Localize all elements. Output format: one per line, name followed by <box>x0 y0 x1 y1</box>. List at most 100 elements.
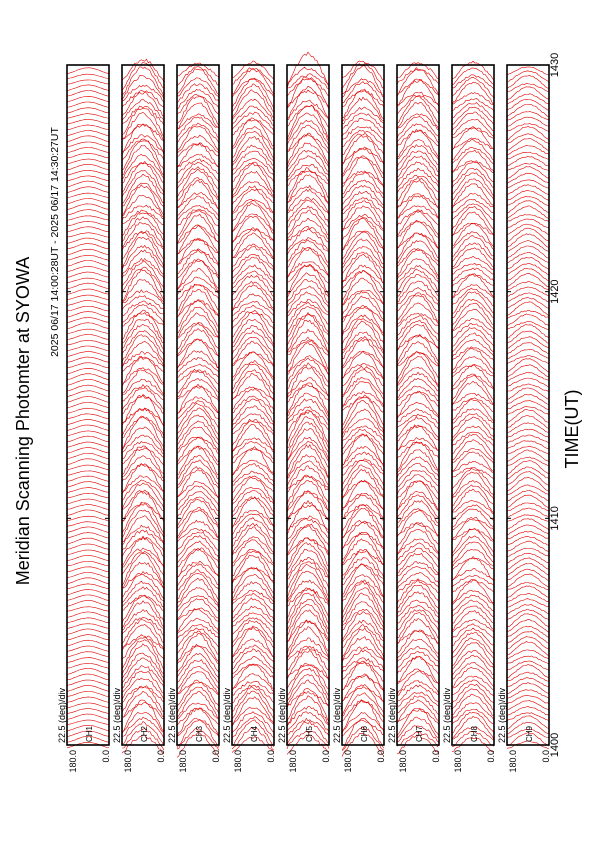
trace-line <box>396 220 440 239</box>
channel-label: CH3 <box>195 725 204 742</box>
trace-line <box>506 494 550 508</box>
trace-line <box>506 93 550 105</box>
trace-line <box>286 465 330 490</box>
trace-line <box>176 113 220 130</box>
trace-line <box>451 106 495 126</box>
trace-line <box>451 380 495 407</box>
trace-line <box>66 390 110 397</box>
trace-line <box>341 692 385 719</box>
trace-line <box>506 133 550 144</box>
trace-line <box>121 699 165 734</box>
trace-line <box>66 617 110 624</box>
panel: 180.0 0.0 CH1 22.5 (deg)/div <box>57 64 111 773</box>
trace-line <box>286 537 330 567</box>
trace-line <box>231 243 275 259</box>
trace-line <box>506 116 550 127</box>
trace-line <box>286 336 330 372</box>
trace-line <box>341 147 385 164</box>
trace-line <box>286 188 330 214</box>
trace-line <box>66 186 110 193</box>
trace-line <box>341 661 385 694</box>
trace-line <box>341 200 385 224</box>
trace-line <box>286 163 330 183</box>
trace-line <box>396 599 440 619</box>
trace-line <box>451 160 495 174</box>
trace-line <box>121 609 165 630</box>
trace-line <box>506 245 550 259</box>
trace-line <box>286 563 330 599</box>
trace-line <box>396 528 440 555</box>
trace-line <box>66 288 110 295</box>
panel-frame <box>451 64 495 746</box>
trace-line <box>341 381 385 408</box>
trace-line <box>341 390 385 408</box>
trace-line <box>121 154 165 181</box>
panel-frame <box>506 64 550 746</box>
trace-line <box>176 665 220 690</box>
trace-line <box>506 155 550 167</box>
trace-line <box>341 700 385 734</box>
trace-line <box>176 66 220 86</box>
trace-line <box>66 175 110 182</box>
trace-line <box>451 373 495 391</box>
trace-line <box>286 579 330 604</box>
trace-line <box>506 700 550 711</box>
trace-line <box>286 706 330 727</box>
trace-line <box>231 325 275 349</box>
trace-line <box>176 454 220 480</box>
trace-line <box>286 416 330 449</box>
trace-line <box>451 178 495 201</box>
trace-line <box>231 185 275 206</box>
trace-line <box>506 598 550 608</box>
trace-line <box>176 681 220 695</box>
x-tick-labels: 1400 1410 1420 1430 <box>549 53 561 757</box>
trace-line <box>176 83 220 104</box>
trace-line <box>176 708 220 738</box>
trace-line <box>66 311 110 318</box>
trace-line <box>451 448 495 465</box>
trace-line <box>396 366 440 388</box>
trace-line <box>66 453 110 459</box>
trace-line <box>396 268 440 292</box>
trace-line <box>396 249 440 279</box>
trace-line <box>396 572 440 590</box>
trace-line <box>231 592 275 614</box>
trace-line <box>231 229 275 254</box>
trace-line <box>451 206 495 231</box>
trace-line <box>176 142 220 168</box>
trace-line <box>121 384 165 402</box>
trace-line <box>66 73 110 79</box>
trace-line <box>121 91 165 118</box>
trace-line <box>506 507 550 518</box>
trace-line <box>287 410 330 431</box>
trace-line <box>286 306 330 335</box>
trace-line <box>231 118 275 136</box>
trace-line <box>506 408 550 424</box>
trace-line <box>341 179 385 199</box>
trace-line <box>286 66 330 87</box>
trace-line <box>66 362 110 369</box>
trace-line <box>506 190 550 201</box>
trace-line <box>341 336 385 360</box>
trace-line <box>176 312 220 338</box>
trace-line <box>506 514 550 522</box>
trace-line <box>341 646 385 663</box>
trace-line <box>286 664 330 690</box>
trace-line <box>396 480 440 512</box>
trace-line <box>451 413 495 431</box>
trace-line <box>231 446 275 477</box>
trace-line <box>341 712 385 732</box>
trace-line <box>231 188 275 212</box>
trace-line <box>506 518 550 531</box>
trace-line <box>286 626 330 659</box>
panel: 180.0 0.0 CH8 22.5 (deg)/div <box>442 60 496 773</box>
trace-line <box>341 318 385 345</box>
trace-line <box>66 651 110 658</box>
trace-line <box>506 618 550 633</box>
trace-line <box>176 210 220 237</box>
x-axis-label: TIME(UT) <box>562 390 582 469</box>
trace-line <box>286 499 330 536</box>
trace-line <box>451 488 495 514</box>
trace-line <box>286 587 330 619</box>
trace-line <box>176 237 220 266</box>
